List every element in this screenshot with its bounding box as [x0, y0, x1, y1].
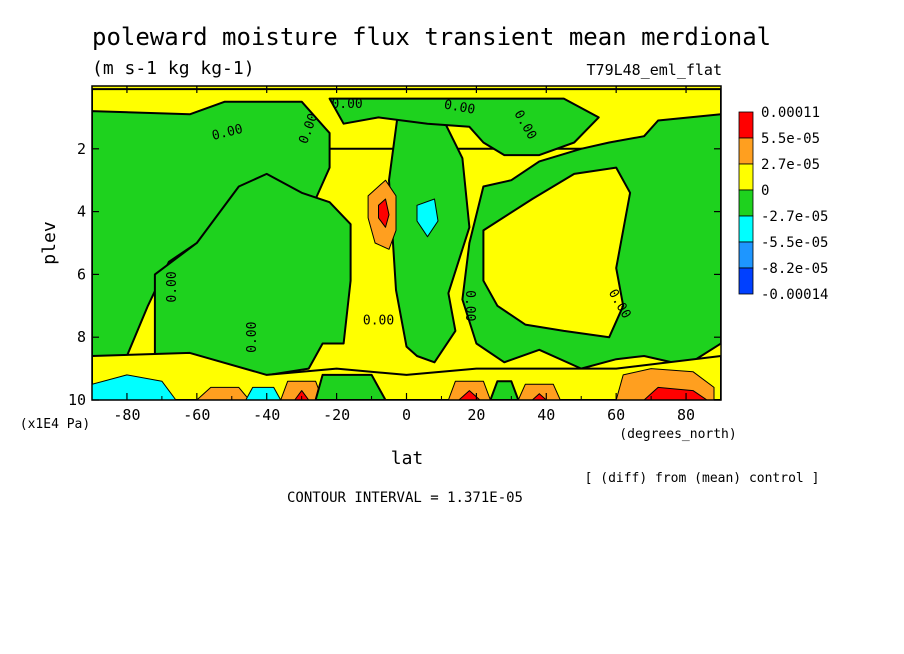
colorbar-label: 0 [761, 183, 769, 199]
chart-title: poleward moisture flux transient mean me… [92, 23, 771, 51]
contour-label: 0.00 [210, 122, 244, 144]
colorbar-swatch [738, 215, 754, 243]
x-tick-label: 0 [402, 406, 411, 424]
colorbar-swatch [738, 267, 754, 295]
contour-region-18 [294, 390, 310, 400]
experiment-label: T79L48_eml_flat [587, 61, 722, 79]
contour-region-14 [517, 383, 561, 400]
y-axis: 2 4 6 8 10 [68, 140, 721, 409]
contour-label: 0.00 [462, 290, 477, 321]
x-axis: -80 -60 -40 -20 0 20 40 60 80 [91, 86, 722, 424]
y-tick-label: 4 [77, 203, 86, 221]
contour-region-19 [196, 386, 250, 400]
x-tick-label: 40 [537, 406, 555, 424]
x-tick-label: -20 [323, 406, 350, 424]
y-tick-label: 2 [77, 140, 86, 158]
x-tick-label: 80 [677, 406, 695, 424]
contour-region-6 [482, 166, 632, 339]
contour-region-12 [643, 386, 708, 400]
x-tick-label: -60 [183, 406, 210, 424]
x-tick-label: -40 [253, 406, 280, 424]
colorbar-swatch [738, 111, 754, 139]
contour-label: 0.00 [443, 98, 476, 118]
contour-region-16 [531, 393, 547, 400]
colorbar-label: -5.5e-05 [761, 235, 828, 251]
colorbar-label: -2.7e-05 [761, 209, 828, 225]
contour-region-20 [92, 374, 177, 400]
contour-interval: CONTOUR INTERVAL = 1.371E-05 [287, 490, 523, 506]
y-tick-label: 8 [77, 328, 86, 346]
contour-region-21 [245, 386, 282, 400]
colorbar-label: -8.2e-05 [761, 261, 828, 277]
contour-region-4 [328, 97, 600, 157]
colorbar-label: 0.00011 [761, 105, 820, 121]
contour-region-15 [458, 390, 481, 400]
y-tick-label: 6 [77, 265, 86, 283]
chart-units: (m s-1 kg kg-1) [92, 58, 255, 79]
y-axis-units: (x1E4 Pa) [20, 417, 90, 432]
contour-label: 0.00 [245, 322, 260, 353]
contour-label: 0.00 [363, 314, 394, 329]
colorbar-label: 2.7e-05 [761, 157, 820, 173]
contour-label: 0.00 [165, 271, 180, 302]
colorbar-swatch [738, 137, 754, 165]
x-tick-label: -80 [113, 406, 140, 424]
plot-area: 0.000.000.000.000.000.000.000.00 0.00 0.00 [92, 86, 721, 400]
y-axis-label: plev [39, 221, 60, 264]
colorbar-swatch [738, 241, 754, 269]
colorbar-label: 5.5e-05 [761, 131, 820, 147]
colorbar-swatch [738, 189, 754, 217]
x-axis-units: (degrees_north) [619, 427, 736, 442]
colorbar-swatch [738, 163, 754, 191]
contour-region-23 [314, 373, 387, 400]
contour-label: 0.00 [331, 97, 362, 112]
contour-region-7 [92, 351, 721, 400]
contour-region-9 [378, 198, 390, 228]
contour-region-10 [416, 198, 439, 238]
y-tick-label: 10 [68, 391, 86, 409]
contour-region-24 [489, 380, 520, 400]
colorbar: 0.00011 5.5e-05 2.7e-05 0 -2.7e-05 -5.5e-05 -8… [738, 105, 828, 303]
x-axis-label: lat [391, 448, 424, 469]
x-tick-label: 20 [467, 406, 485, 424]
colorbar-label: -0.00014 [761, 287, 828, 303]
diff-note: [ (diff) from (mean) control ] [585, 471, 820, 486]
x-tick-label: 60 [607, 406, 625, 424]
